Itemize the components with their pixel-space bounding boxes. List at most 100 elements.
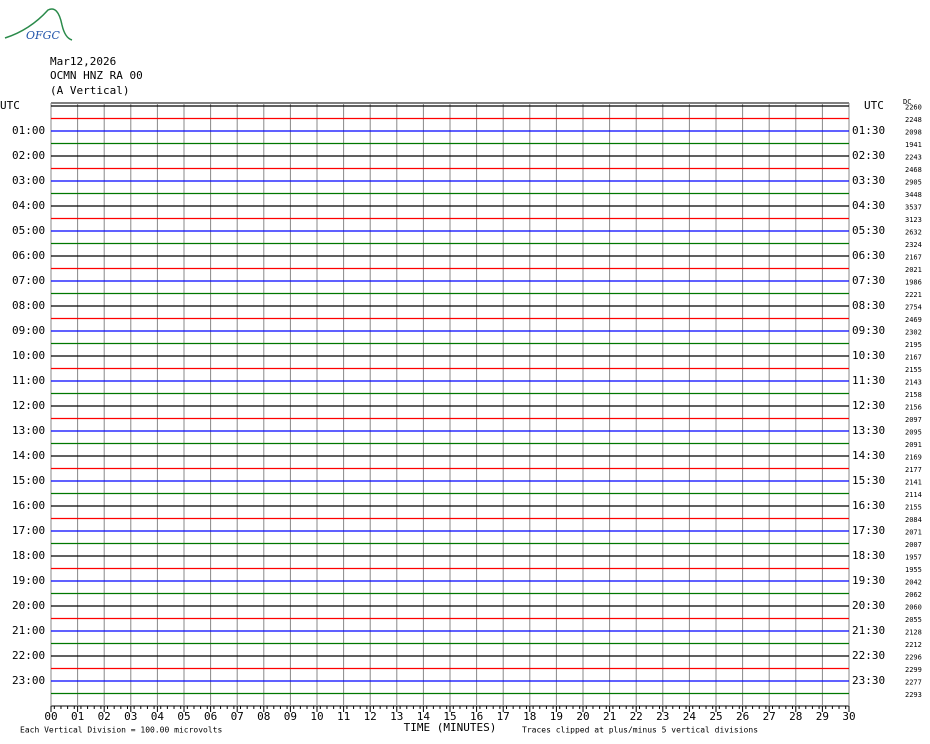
right-label: 21:30 (852, 624, 885, 637)
dc-value: 1955 (905, 566, 922, 574)
right-label: 17:30 (852, 524, 885, 537)
x-tick-label: 23 (656, 710, 669, 723)
x-tick-label: 06 (204, 710, 217, 723)
left-label: 07:00 (12, 274, 45, 287)
dc-value: 2042 (905, 579, 922, 587)
dc-value: 2097 (905, 416, 922, 424)
dc-value: 1986 (905, 279, 922, 287)
dc-value: 2143 (905, 379, 922, 387)
dc-value: 2021 (905, 266, 922, 274)
logo: OFGC (26, 29, 60, 42)
right-label: 04:30 (852, 199, 885, 212)
left-label: 03:00 (12, 174, 45, 187)
x-tick-label: 30 (842, 710, 855, 723)
dc-value: 2905 (905, 179, 922, 187)
dc-value: 2177 (905, 466, 922, 474)
dc-value: 2212 (905, 641, 922, 649)
x-tick-label: 26 (736, 710, 749, 723)
right-title: UTC (864, 99, 884, 112)
dc-value: 2324 (905, 241, 922, 249)
x-tick-label: 08 (257, 710, 270, 723)
header: (A Vertical) (50, 84, 129, 97)
dc-value: 2155 (905, 504, 922, 512)
dc-value: 2221 (905, 291, 922, 299)
dc-value: 1941 (905, 141, 922, 149)
header: Mar12,2026 (50, 55, 116, 68)
dc-value: 2114 (905, 491, 922, 499)
right-label: 10:30 (852, 349, 885, 362)
left-label: 17:00 (12, 524, 45, 537)
x-tick-label: 17 (497, 710, 510, 723)
right-label: 06:30 (852, 249, 885, 262)
x-tick-label: 28 (789, 710, 802, 723)
x-tick-label: 22 (630, 710, 643, 723)
x-tick-label: 29 (816, 710, 829, 723)
right-label: 18:30 (852, 549, 885, 562)
left-label: 19:00 (12, 574, 45, 587)
left-label: 15:00 (12, 474, 45, 487)
dc-title: DC (903, 98, 911, 106)
right-label: 12:30 (852, 399, 885, 412)
x-tick-label: 05 (177, 710, 190, 723)
left-label: 09:00 (12, 324, 45, 337)
x-tick-label: 12 (364, 710, 377, 723)
dc-value: 2167 (905, 254, 922, 262)
left-label: 18:00 (12, 549, 45, 562)
dc-value: 2055 (905, 616, 922, 624)
dc-value: 2062 (905, 591, 922, 599)
x-tick-label: 19 (550, 710, 563, 723)
x-tick-label: 07 (231, 710, 244, 723)
left-title: UTC (0, 99, 20, 112)
left-label: 12:00 (12, 399, 45, 412)
dc-value: 2293 (905, 691, 922, 699)
dc-value: 2158 (905, 391, 922, 399)
x-tick-label: 14 (417, 710, 431, 723)
x-tick-label: 04 (151, 710, 165, 723)
dc-value: 3537 (905, 204, 922, 212)
x-tick-label: 16 (470, 710, 483, 723)
right-label: 11:30 (852, 374, 885, 387)
x-tick-label: 10 (310, 710, 323, 723)
right-label: 20:30 (852, 599, 885, 612)
dc-value: 2296 (905, 654, 922, 662)
dc-value: 2060 (905, 604, 922, 612)
right-label: 05:30 (852, 224, 885, 237)
dc-value: 1957 (905, 554, 922, 562)
dc-value: 2141 (905, 479, 922, 487)
left-label: 23:00 (12, 674, 45, 687)
right-label: 01:30 (852, 124, 885, 137)
right-label: 02:30 (852, 149, 885, 162)
dc-value: 2302 (905, 329, 922, 337)
x-axis-label: TIME (MINUTES) (404, 721, 497, 734)
header: OCMN HNZ RA 00 (50, 69, 143, 82)
left-label: 04:00 (12, 199, 45, 212)
right-label: 14:30 (852, 449, 885, 462)
dc-value: 2169 (905, 454, 922, 462)
dc-value: 2754 (905, 304, 922, 312)
dc-value: 2469 (905, 316, 922, 324)
left-label: 13:00 (12, 424, 45, 437)
dc-value: 2156 (905, 404, 922, 412)
dc-value: 2084 (905, 516, 922, 524)
right-label: 13:30 (852, 424, 885, 437)
x-tick-label: 24 (683, 710, 697, 723)
dc-value: 2007 (905, 541, 922, 549)
dc-value: 2091 (905, 441, 922, 449)
dc-value: 2128 (905, 629, 922, 637)
note: Each Vertical Division = 100.00 microvol… (20, 726, 222, 735)
dc-value: 2155 (905, 366, 922, 374)
left-label: 08:00 (12, 299, 45, 312)
left-label: 21:00 (12, 624, 45, 637)
right-label: 08:30 (852, 299, 885, 312)
dc-value: 2299 (905, 666, 922, 674)
left-label: 20:00 (12, 599, 45, 612)
left-label: 14:00 (12, 449, 45, 462)
left-label: 16:00 (12, 499, 45, 512)
x-tick-label: 13 (390, 710, 403, 723)
dc-value: 3448 (905, 191, 922, 199)
dc-value: 2095 (905, 429, 922, 437)
note: Traces clipped at plus/minus 5 vertical … (522, 726, 758, 735)
left-label: 10:00 (12, 349, 45, 362)
x-tick-label: 03 (124, 710, 137, 723)
